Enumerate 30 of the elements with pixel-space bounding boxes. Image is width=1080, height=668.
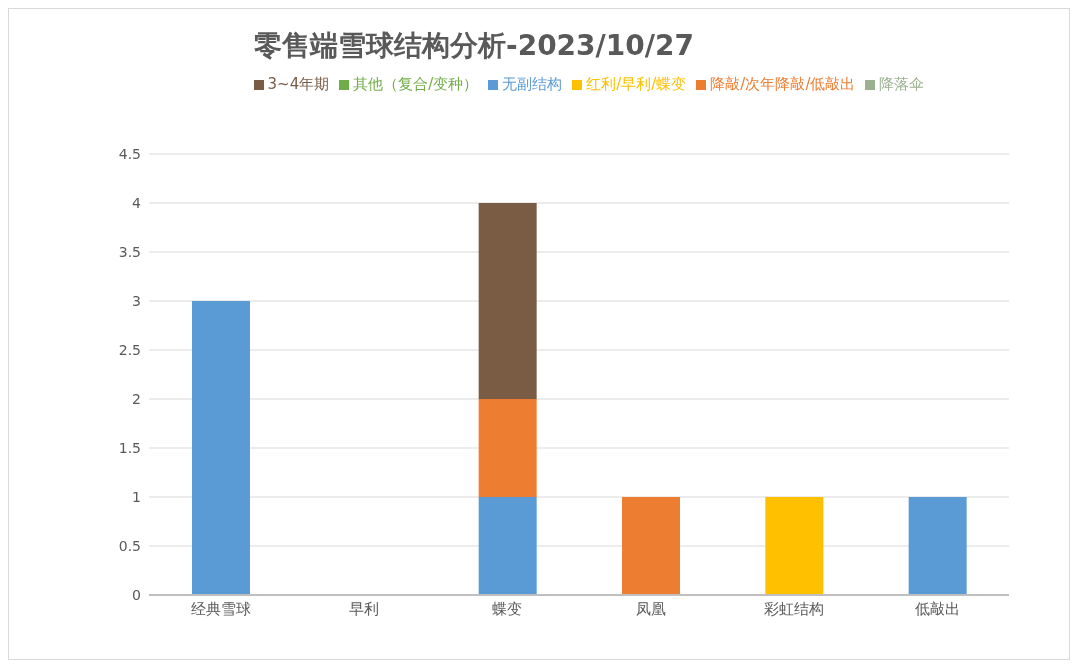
bar	[478, 203, 537, 399]
y-tick-label: 1.5	[118, 439, 141, 456]
legend-label: 红利/早利/蝶变	[586, 75, 687, 93]
y-tick-label: 2	[132, 390, 141, 407]
x-tick-label: 彩虹结构	[764, 599, 824, 618]
y-tick-label: 3	[132, 292, 141, 309]
x-tick-label: 蝶变	[492, 599, 523, 618]
y-tick-label: 4.5	[118, 145, 141, 162]
y-tick-label: 1	[132, 488, 141, 505]
x-tick-label: 低敲出	[914, 599, 960, 618]
legend-label: 3~4年期	[267, 75, 330, 93]
bar	[622, 497, 680, 595]
legend-label: 无副结构	[502, 75, 563, 93]
bar	[765, 497, 824, 595]
bar	[478, 399, 537, 497]
bar	[908, 497, 967, 595]
x-tick-label: 经典雪球	[190, 599, 251, 618]
bar	[478, 497, 537, 595]
y-tick-label: 4	[132, 194, 142, 211]
legend-label: 其他（复合/变种）	[353, 75, 479, 93]
x-tick-label: 早利	[349, 599, 379, 618]
chart-title: 零售端雪球结构分析-2023/10/27	[253, 28, 695, 64]
legend-label: 降敲/次年降敲/低敲出	[710, 75, 856, 93]
y-tick-label: 3.5	[118, 243, 141, 260]
bar	[192, 301, 250, 595]
y-tick-label: 2.5	[118, 341, 141, 358]
legend-label: 降落伞	[879, 75, 925, 93]
x-tick-label: 凤凰	[635, 599, 666, 618]
y-tick-label: 0	[132, 586, 141, 603]
y-tick-label: 0.5	[118, 537, 141, 554]
